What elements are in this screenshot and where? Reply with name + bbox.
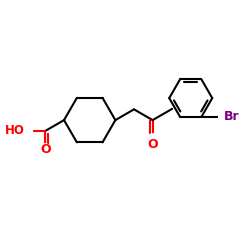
Text: O: O: [147, 138, 158, 150]
Circle shape: [40, 144, 51, 154]
Text: Br: Br: [224, 110, 239, 123]
Text: HO: HO: [5, 124, 25, 137]
Circle shape: [218, 110, 233, 124]
Circle shape: [147, 134, 158, 144]
Text: O: O: [40, 143, 51, 156]
Circle shape: [22, 126, 32, 136]
